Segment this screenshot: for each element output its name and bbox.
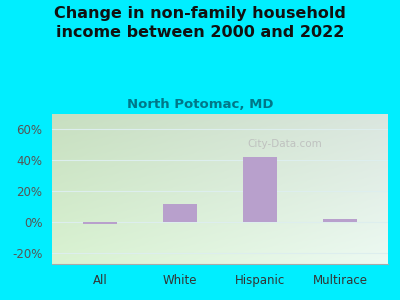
Bar (163, 204, 197, 222)
Text: Change in non-family household
income between 2000 and 2022: Change in non-family household income be… (54, 6, 346, 40)
Bar (83, 222, 117, 224)
Text: North Potomac, MD: North Potomac, MD (127, 98, 273, 110)
Bar (243, 157, 277, 222)
Bar (323, 219, 357, 222)
Text: City-Data.com: City-Data.com (247, 139, 322, 149)
